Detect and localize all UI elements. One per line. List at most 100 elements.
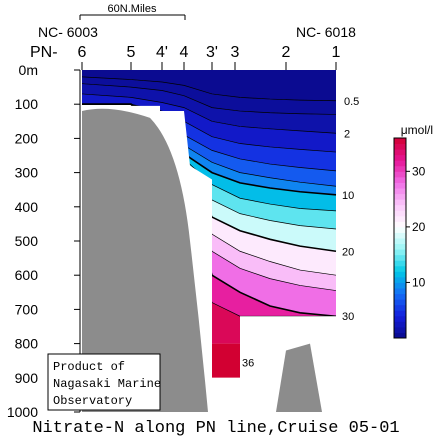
chart-title: Nitrate-N along PN line,Cruise 05-01 xyxy=(32,419,399,438)
seafloor-seamount xyxy=(276,343,322,412)
station-label: 5 xyxy=(127,44,136,61)
contour-line xyxy=(81,93,337,134)
depth-axis: 0m 100 200 300 400 500 600 700 800 900 1000 xyxy=(7,62,81,420)
colorbar-step xyxy=(394,315,406,322)
concentration-band xyxy=(82,104,336,195)
colorbar-step xyxy=(394,304,406,311)
concentration-band xyxy=(82,76,336,115)
colorbar-step xyxy=(394,293,406,300)
colorbar-step xyxy=(394,265,406,272)
station-label: 1 xyxy=(332,44,341,61)
y-tick-label: 0m xyxy=(19,62,38,78)
y-tick-label: 600 xyxy=(15,267,39,283)
station-label: 4 xyxy=(180,44,189,61)
contour-label: 30 xyxy=(342,311,354,323)
colorbar-step xyxy=(394,165,406,172)
colorbar-step xyxy=(394,249,406,256)
colorbar-step xyxy=(394,299,406,306)
contour-label: 20 xyxy=(342,246,354,258)
colorbar-step xyxy=(394,232,406,239)
contour-line xyxy=(81,83,337,115)
contour-line xyxy=(81,76,337,102)
colorbar-unit: μmol/l xyxy=(401,123,433,137)
colorbar-step xyxy=(394,138,406,145)
colorbar-step xyxy=(394,193,406,200)
colorbar: μmol/l 30 20 10 xyxy=(393,123,433,339)
y-tick-label: 200 xyxy=(15,130,39,146)
colorbar-step xyxy=(394,332,406,339)
colorbar-step xyxy=(394,321,406,328)
contour-value-labels: 0.5 2 10 20 30 36 xyxy=(242,96,359,370)
colorbar-tick-label: 10 xyxy=(412,275,426,289)
colorbar-step xyxy=(394,238,406,245)
credit-box: Product of Nagasaki Marine Observatory xyxy=(47,353,161,411)
concentration-band xyxy=(82,104,336,187)
colorbar-step xyxy=(394,276,406,283)
station-label: 2 xyxy=(282,44,291,61)
y-tick-label: 700 xyxy=(15,301,39,317)
station-label: 3' xyxy=(206,44,218,61)
colorbar-step xyxy=(394,243,406,250)
colorbar-step xyxy=(394,160,406,167)
y-tick-label: 900 xyxy=(15,370,39,386)
colorbar-step xyxy=(394,271,406,278)
seafloor-ridge xyxy=(82,108,208,412)
credit-line-3: Observatory xyxy=(53,394,132,408)
concentration-bands xyxy=(82,70,336,378)
contour-label: 36 xyxy=(242,357,254,369)
colorbar-step xyxy=(394,215,406,222)
colorbar-step xyxy=(394,210,406,217)
concentration-band xyxy=(82,104,336,291)
concentration-band xyxy=(82,83,336,134)
colorbar-frame xyxy=(393,137,407,339)
credit-line-2: Nagasaki Marine xyxy=(53,377,161,391)
contour-label: 10 xyxy=(342,190,354,202)
colorbar-step xyxy=(394,282,406,289)
colorbar-step xyxy=(394,188,406,195)
scale-bar: 60N.Miles xyxy=(79,3,186,20)
y-tick-label: 800 xyxy=(15,336,39,352)
colorbar-step xyxy=(394,254,406,261)
colorbar-step xyxy=(394,326,406,333)
colorbar-step xyxy=(394,143,406,150)
colorbar-tick-label: 30 xyxy=(412,164,426,178)
colorbar-step xyxy=(394,149,406,156)
credit-line-1: Product of xyxy=(53,360,125,374)
colorbar-step xyxy=(394,226,406,233)
station-label: 4' xyxy=(156,44,168,61)
colorbar-step xyxy=(394,176,406,183)
section-plot xyxy=(80,70,337,412)
y-tick-label: 1000 xyxy=(7,404,38,420)
y-tick-label: 300 xyxy=(15,165,39,181)
colorbar-step xyxy=(394,204,406,211)
colorbar-step xyxy=(394,199,406,206)
colorbar-step xyxy=(394,171,406,178)
concentration-band xyxy=(82,104,336,230)
contour-label: 2 xyxy=(344,128,350,140)
station-labels: PN- 6 5 4' 4 3' 3 2 1 xyxy=(30,44,341,70)
station-prefix: PN- xyxy=(30,44,58,61)
station-label: 3 xyxy=(231,44,240,61)
no-data-region xyxy=(212,377,240,412)
station-label: 6 xyxy=(78,44,87,61)
concentration-band xyxy=(82,104,336,171)
concentration-band xyxy=(82,104,336,317)
colorbar-step xyxy=(394,260,406,267)
colorbar-step xyxy=(394,288,406,295)
concentration-band xyxy=(82,70,336,101)
colorbar-tick-label: 20 xyxy=(412,220,426,234)
y-tick-label: 400 xyxy=(15,199,39,215)
concentration-band xyxy=(82,104,336,211)
concentration-band xyxy=(82,104,336,276)
colorbar-step xyxy=(394,310,406,317)
colorbar-step xyxy=(394,154,406,161)
colorbar-step xyxy=(394,182,406,189)
concentration-band xyxy=(82,93,336,153)
scale-bar-label: 60N.Miles xyxy=(108,3,157,15)
contour-label: 0.5 xyxy=(344,96,359,108)
y-tick-label: 100 xyxy=(15,96,39,112)
concentration-band xyxy=(212,343,240,378)
colorbar-step xyxy=(394,221,406,228)
left-station-id: NC- 6003 xyxy=(38,24,98,40)
